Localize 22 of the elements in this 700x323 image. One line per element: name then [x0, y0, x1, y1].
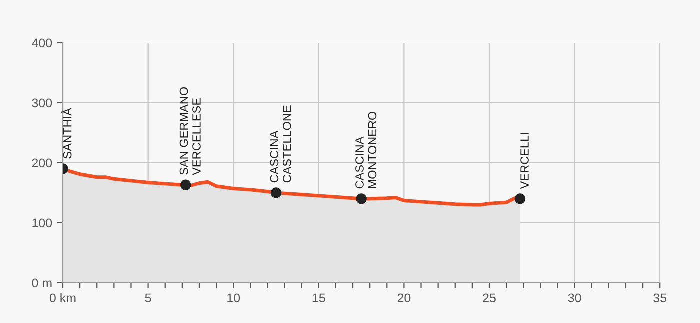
y-tick-label: 0 m — [32, 278, 52, 288]
annotation: VERCELLI — [520, 133, 529, 190]
annotation: SANTHIÀ — [61, 108, 72, 159]
x-tick-label: 35 — [654, 294, 667, 303]
point — [270, 188, 282, 198]
x-tick-label: 10 — [228, 294, 240, 303]
annotation: CASCINA MONTONERO — [356, 112, 377, 189]
point — [356, 194, 367, 204]
x-tick-label: 25 — [483, 294, 496, 303]
annotation: CASCINA CASTELLONE — [270, 106, 292, 183]
x-tick-label: 20 — [398, 294, 411, 303]
y-tick-label: 400 — [32, 38, 52, 48]
point — [180, 180, 192, 191]
y-tick-label: 200 — [32, 158, 52, 168]
annotation: SAN GERMANO VERCELLESE — [180, 87, 201, 176]
y-tick-label: 300 — [32, 98, 52, 108]
point — [514, 194, 526, 204]
x-tick-label: 5 — [145, 294, 152, 303]
x-tick-label: 15 — [312, 294, 326, 303]
x-tick-label: 0 km — [50, 293, 76, 303]
x-tick-label: 30 — [568, 294, 582, 303]
y-tick-label: 100 — [32, 218, 52, 228]
